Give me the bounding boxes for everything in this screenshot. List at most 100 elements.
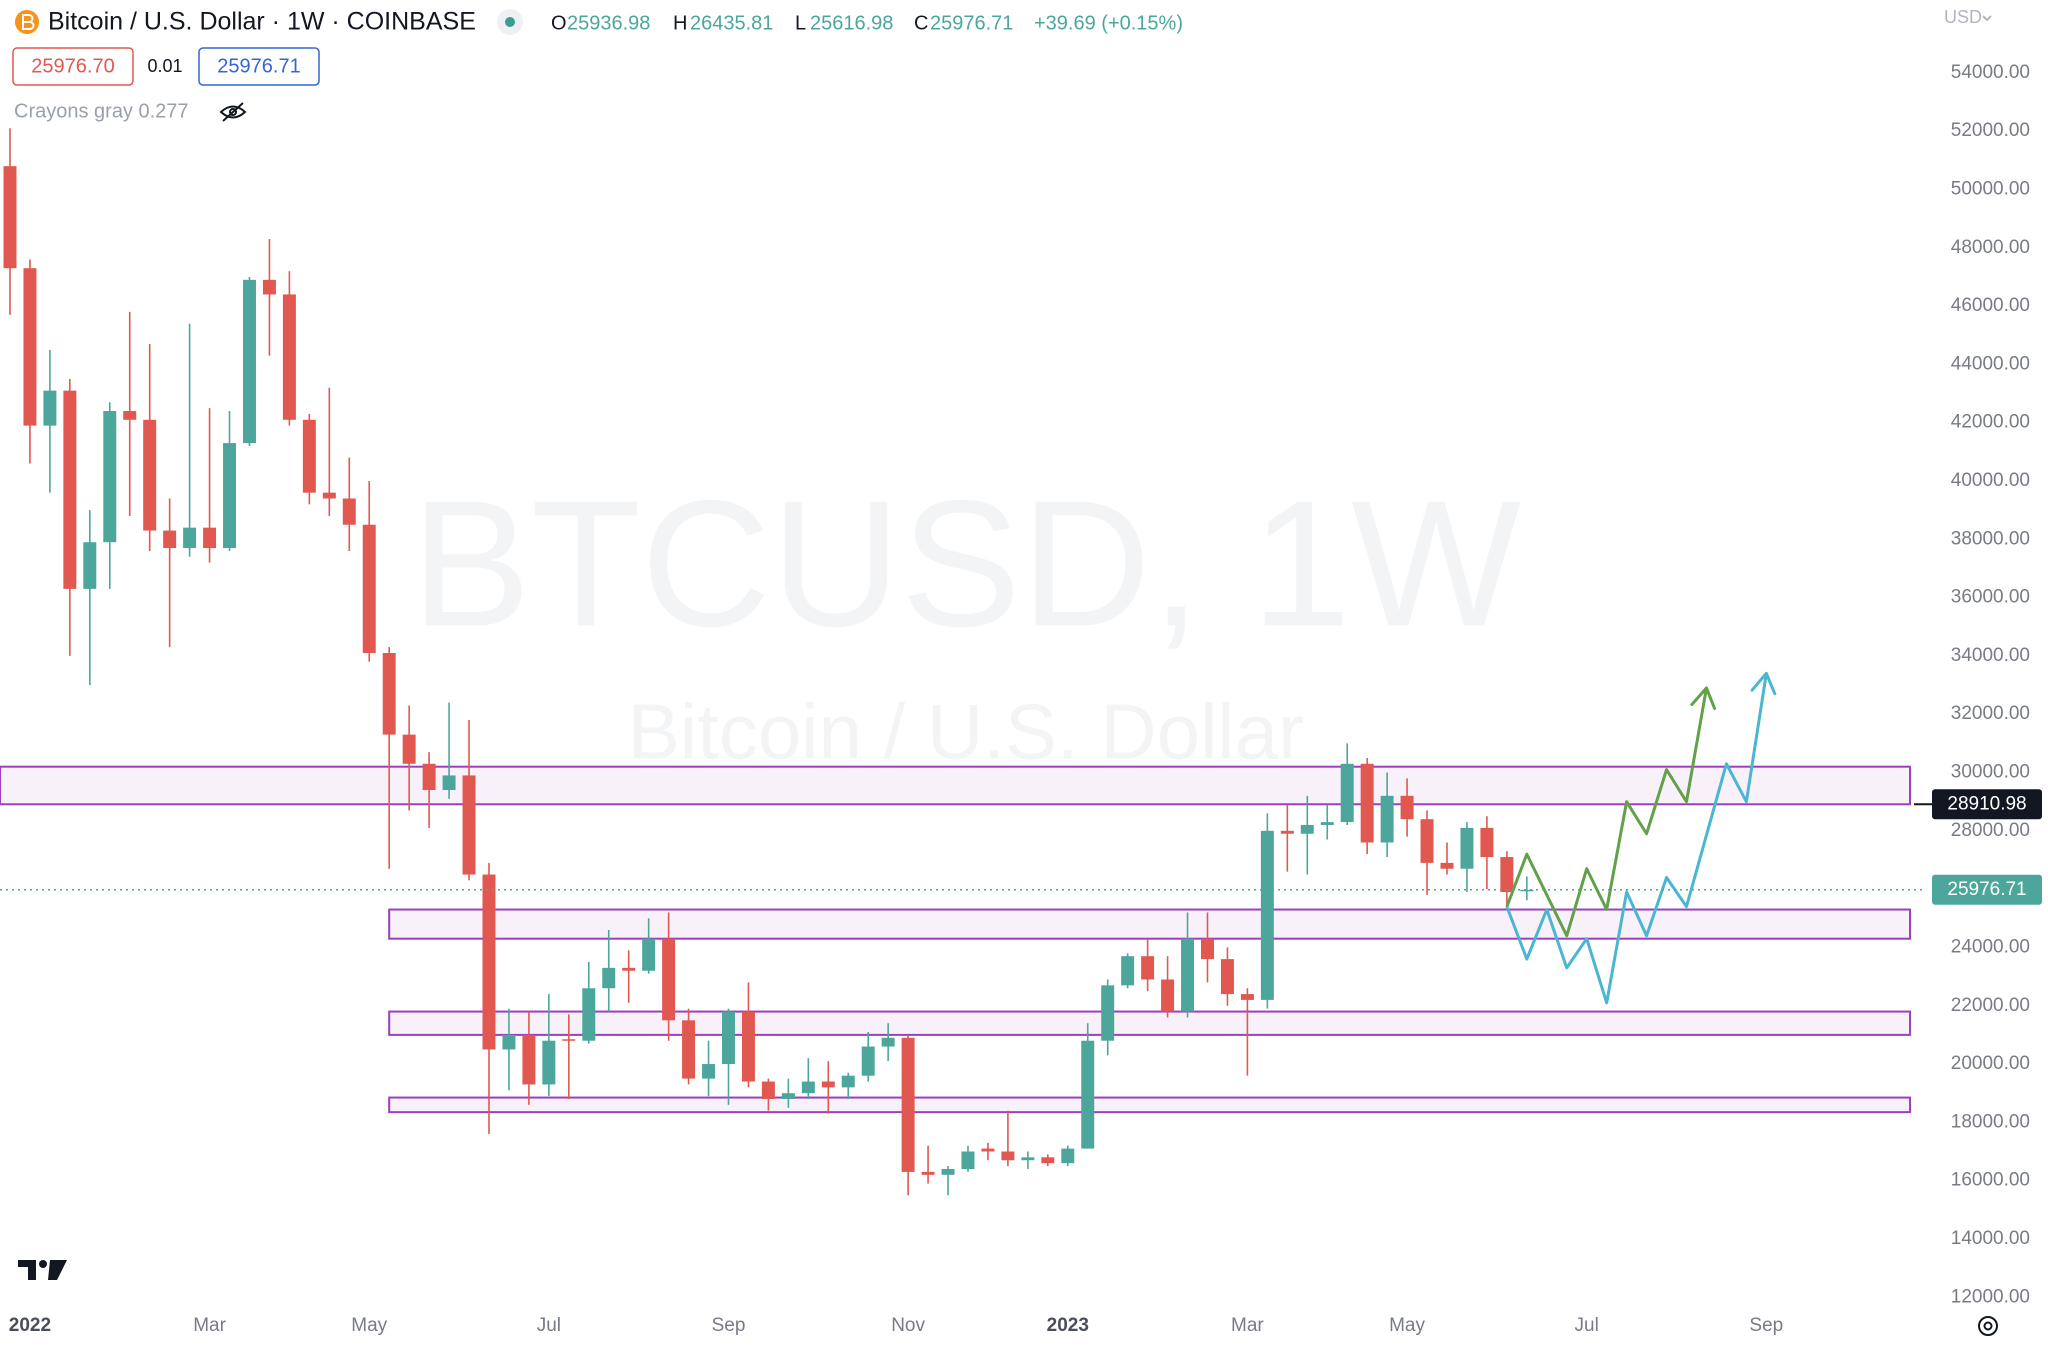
y-tick-label: 48000.00 [1951, 237, 2030, 258]
ohlc-letter: L [795, 12, 806, 34]
candle-body [1041, 1157, 1055, 1164]
candle-body [282, 294, 296, 420]
candle-body [741, 1011, 755, 1082]
candle-body [801, 1081, 815, 1094]
zone [388, 908, 1912, 940]
watermark-subtitle: Bitcoin / U.S. Dollar [628, 688, 1304, 776]
candle-body [462, 775, 476, 875]
candle-body [1220, 959, 1234, 995]
candle-body [702, 1064, 716, 1079]
candle-body [402, 734, 416, 764]
y-tick-label: 34000.00 [1951, 645, 2030, 666]
candle-body [1260, 830, 1274, 1000]
x-tick-label: Jul [1575, 1315, 1599, 1336]
candle-body [901, 1037, 915, 1172]
candle-body [43, 390, 57, 426]
watermark: BTCUSD, 1W [411, 464, 1521, 665]
candle-body [322, 492, 336, 499]
x-tick-label: Jul [537, 1315, 561, 1336]
projection-line [1505, 673, 1768, 1005]
candle-body [83, 542, 97, 589]
ohlc-value: 25976.71 [930, 12, 1013, 34]
change: +39.69 (+0.15%) [1034, 12, 1183, 34]
ohlc-value: 25616.98 [810, 12, 893, 34]
buy-button[interactable] [198, 47, 320, 86]
candle-body [382, 653, 396, 735]
candle-body [961, 1151, 975, 1169]
ohlc-value: 25936.98 [567, 12, 650, 34]
x-tick-label: Sep [712, 1315, 746, 1336]
candle-body [1081, 1040, 1095, 1149]
y-tick-label: 54000.00 [1951, 62, 2030, 83]
settings-gear[interactable] [1978, 1316, 1998, 1336]
candle-body [183, 527, 197, 549]
candle-body [223, 443, 237, 549]
projection-arrowhead [1764, 671, 1777, 696]
y-tick-label: 46000.00 [1951, 295, 2030, 316]
x-tick-label: 2022 [9, 1315, 51, 1336]
candle-body [1460, 827, 1474, 869]
buy-price[interactable]: 25976.71 [217, 55, 300, 77]
y-tick-label: 38000.00 [1951, 528, 2030, 549]
currency[interactable]: USD [1944, 7, 1982, 27]
pupil [229, 108, 237, 116]
candle-body [3, 166, 17, 269]
candle-body [841, 1075, 855, 1088]
candle-body [103, 411, 117, 543]
slash [222, 102, 244, 122]
coin-glyph [22, 14, 35, 30]
candle-body [821, 1081, 835, 1088]
candle-body [123, 411, 137, 420]
last-price-label: 25976.71 [1947, 879, 2026, 900]
y-tick-label: 42000.00 [1951, 412, 2030, 433]
ohlc-letter: O [551, 12, 567, 34]
candle-body [203, 527, 217, 549]
tv-logo[interactable] [18, 1260, 67, 1280]
candle-body [1161, 979, 1175, 1012]
zone [0, 765, 1912, 806]
candle-body [861, 1046, 875, 1076]
plot-area [0, 128, 1926, 1196]
candle-body [941, 1168, 955, 1175]
candle-body [1201, 938, 1214, 960]
candle-body [522, 1034, 536, 1085]
candle-body [662, 938, 676, 1021]
candle-body [163, 530, 177, 549]
ohlc-letter: H [673, 12, 687, 34]
candle-body [422, 763, 436, 791]
logo-bar [18, 1260, 36, 1267]
symbol-title[interactable]: Bitcoin / U.S. Dollar · 1W · COINBASE [48, 8, 476, 36]
x-tick-label: May [351, 1315, 387, 1336]
y-tick-label: 20000.00 [1951, 1053, 2030, 1074]
candle-body [1121, 956, 1135, 986]
indicator-label[interactable]: Crayons gray 0.277 [14, 100, 189, 122]
zone-price-label-box [1932, 789, 2042, 820]
candle-body [502, 1034, 516, 1050]
ohlc-letter: C [914, 12, 928, 34]
y-tick-label: 14000.00 [1951, 1228, 2030, 1249]
projection-arrowhead [1690, 686, 1708, 706]
candle-body [442, 775, 456, 791]
candle-body [1320, 822, 1334, 825]
sell-price[interactable]: 25976.70 [31, 55, 114, 77]
candle-body [482, 874, 496, 1050]
projection-arrowhead [1704, 686, 1717, 710]
sell-button[interactable] [12, 47, 134, 86]
gear-outer [1978, 1316, 1998, 1336]
candle-body [602, 967, 616, 989]
y-tick-label: 44000.00 [1951, 353, 2030, 374]
ohlc-value: 26435.81 [690, 12, 773, 34]
candle-body [63, 390, 77, 589]
zone-price-label: 28910.98 [1947, 793, 2026, 814]
candle-body [542, 1040, 556, 1085]
currency-chevron[interactable] [1982, 15, 1992, 22]
candle-body [1181, 938, 1195, 1012]
candle-body [302, 419, 316, 493]
candle-body [1300, 824, 1314, 834]
candle-body [921, 1171, 935, 1175]
visibility-icon[interactable] [219, 102, 247, 122]
candle-body [582, 988, 596, 1041]
candle-body [1480, 827, 1494, 858]
